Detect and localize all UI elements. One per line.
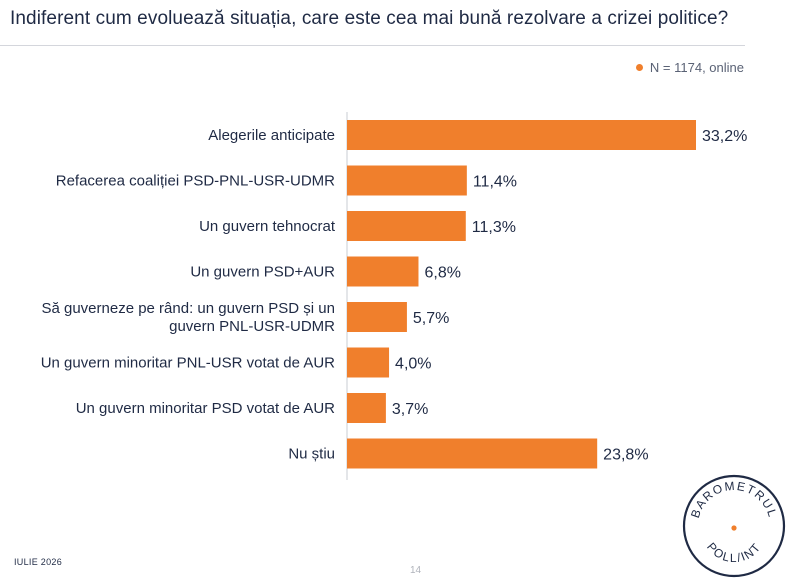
data-label: 3,7% [392,401,428,418]
bar [347,256,419,287]
category-label: Un guvern minoritar PNL-USR votat de AUR [41,355,335,372]
bar [347,347,390,378]
data-label: 4,0% [395,356,431,373]
chart-title: Indiferent cum evoluează situația, care … [10,8,729,29]
category-label: Refacerea coaliției PSD-PNL-USR-UDMR [56,173,335,190]
data-label: 33,2% [702,128,747,145]
category-label: Nu știu [288,446,335,463]
barometrul-pollint-logo: BAROMETRUL POLL/INT [682,474,786,578]
logo-dot-icon [731,525,737,531]
category-label: Alegerile anticipate [208,127,335,144]
logo-bottom-text: POLL/INT [704,540,764,565]
chart-legend: N = 1174, online [635,60,744,75]
category-label: Un guvern PSD+AUR [190,264,335,281]
legend-label: N = 1174, online [649,60,744,75]
data-label: 23,8% [603,447,648,464]
data-label: 6,8% [424,265,460,282]
footer-date: IULIE 2026 [14,557,63,567]
bar [347,302,407,332]
data-label: 11,3% [472,219,516,236]
bar [347,120,696,150]
bar [347,393,386,423]
title-divider [0,45,745,46]
data-label: 11,4% [473,174,517,191]
logo-top-text: BAROMETRUL [688,479,780,520]
category-label: Un guvern tehnocrat [199,218,336,235]
data-label: 5,7% [413,310,449,327]
bar [347,165,467,196]
bar [347,211,466,241]
page-number: 14 [410,565,422,576]
category-label: Un guvern minoritar PSD votat de AUR [76,400,335,417]
bar [347,438,598,469]
category-label: Să guverneze pe rând: un guvern PSD și u… [41,300,335,335]
legend-dot-icon [635,64,643,71]
